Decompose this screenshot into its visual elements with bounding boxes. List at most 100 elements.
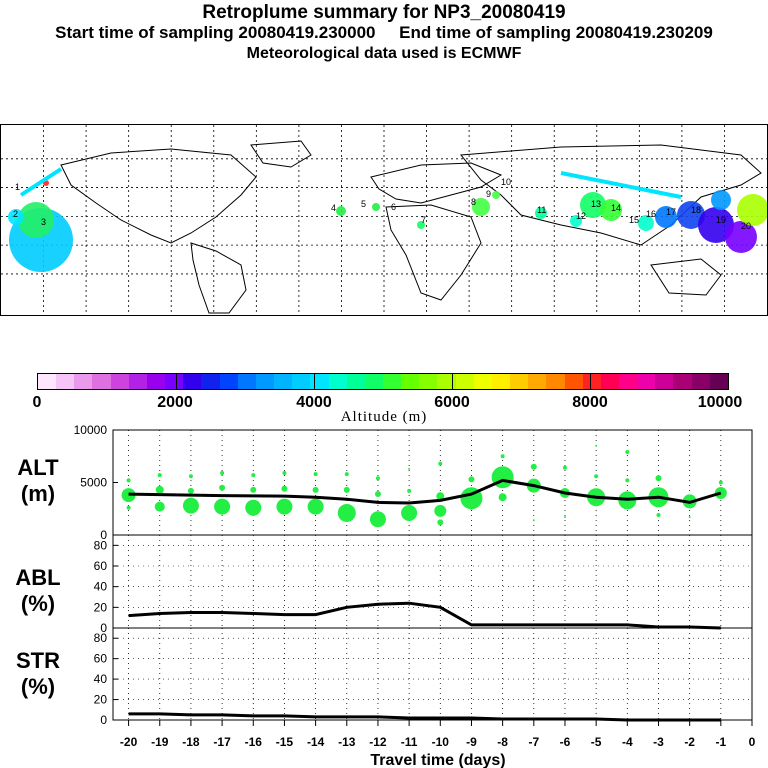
colorbar-tick-10000: 10000: [697, 394, 743, 411]
colorbar-swatch: [473, 374, 492, 389]
x-tick-label: -14: [307, 735, 325, 749]
y-tick-label: 5000: [80, 476, 107, 490]
altitude-point: [313, 472, 318, 477]
x-tick-label: -13: [338, 735, 356, 749]
altitude-point: [157, 473, 162, 478]
x-axis-label: Travel time (days): [370, 752, 505, 768]
y-tick-label: 0: [100, 713, 107, 727]
x-tick-label: -8: [497, 735, 508, 749]
alt-label-line1: ALT: [17, 455, 59, 480]
altitude-point: [187, 487, 194, 494]
altitude-point: [307, 498, 324, 515]
map-day-label: 16: [646, 209, 656, 219]
x-tick-label: -9: [466, 735, 477, 749]
altitude-point: [437, 519, 444, 526]
str-panel-label: STR (%): [3, 648, 73, 700]
colorbar-divider: [452, 374, 453, 389]
colorbar-tick-6000: 6000: [434, 394, 470, 411]
y-tick-label: 20: [94, 693, 108, 707]
altitude-point: [625, 478, 630, 483]
colorbar-swatch: [382, 374, 402, 389]
map-coastline: [370, 162, 503, 204]
altitude-point: [337, 503, 356, 522]
panel-frame: [112, 627, 753, 721]
altitude-point: [408, 467, 411, 470]
map-coastline: [250, 140, 312, 168]
world-map: 1 2 3 4 5 6 7 8 9 10 11 12 13 14 15 16 17 18 19 20: [0, 124, 768, 316]
colorbar-label: Altitude (m): [340, 409, 428, 425]
colorbar-swatch: [637, 374, 656, 389]
colorbar-swatch: [92, 374, 111, 389]
colorbar-swatch: [691, 374, 710, 389]
colorbar-swatch: [128, 374, 147, 389]
altitude-colorbar: [37, 373, 729, 390]
x-tick-label: -1: [715, 735, 726, 749]
altitude-point: [126, 478, 131, 483]
map-day-label: 3: [41, 217, 46, 227]
colorbar-divider: [590, 374, 591, 389]
x-tick-label: -12: [369, 735, 387, 749]
altitude-point: [469, 505, 474, 510]
plume-marker: [638, 215, 654, 231]
altitude-point: [625, 450, 630, 455]
plume-marker: [18, 202, 54, 238]
plume-marker: [655, 206, 677, 228]
map-day-label: 12: [576, 211, 586, 221]
x-tick-label: -5: [591, 735, 602, 749]
colorbar-swatch: [491, 374, 511, 389]
altitude-point: [343, 486, 350, 493]
altitude-point: [182, 497, 199, 514]
sampling-times: Start time of sampling 20080419.230000 E…: [55, 23, 713, 42]
colorbar-swatch: [709, 374, 728, 389]
colorbar-swatch: [364, 374, 383, 389]
altitude-point: [276, 498, 293, 515]
alt-label-line2: (m): [20, 481, 56, 506]
x-tick-label: -11: [401, 735, 418, 749]
colorbar-swatch: [165, 374, 184, 389]
colorbar-swatch: [201, 374, 220, 389]
altitude-point: [188, 474, 193, 479]
y-tick-label: 80: [94, 538, 108, 552]
colorbar-swatch: [655, 374, 674, 389]
x-tick-label: 0: [749, 735, 756, 749]
map-coastline: [60, 148, 257, 244]
plume-marker: [492, 191, 500, 199]
colorbar-swatch: [274, 374, 293, 389]
map-day-label: 17: [666, 207, 676, 217]
plume-marker: [600, 199, 622, 221]
y-tick-label: 40: [94, 580, 108, 594]
plume-marker: [737, 194, 767, 226]
colorbar-swatch: [546, 374, 565, 389]
abl-label-line2: (%): [20, 591, 56, 616]
colorbar-swatch: [600, 374, 619, 389]
series-line: [128, 712, 721, 722]
altitude-point: [282, 471, 287, 476]
map-coastline: [385, 204, 482, 301]
altitude-point: [245, 499, 262, 516]
colorbar-swatch: [619, 374, 638, 389]
colorbar-swatch: [510, 374, 529, 389]
colorbar-swatch: [564, 374, 583, 389]
map-day-label: 15: [629, 215, 639, 225]
map-day-label: 2: [13, 209, 18, 219]
y-tick-label: 20: [94, 600, 108, 614]
altitude-point: [595, 444, 598, 447]
altitude-point: [563, 516, 566, 519]
altitude-point: [344, 472, 349, 477]
plume-marker: [472, 198, 490, 216]
x-tick-label: -15: [276, 735, 294, 749]
abl-panel-label: ABL (%): [3, 565, 73, 617]
map-day-label: 6: [391, 202, 396, 212]
altitude-point: [718, 480, 723, 485]
series-line: [128, 478, 722, 505]
series-line: [128, 601, 721, 630]
plume-marker: [677, 201, 705, 229]
colorbar-swatch: [419, 374, 438, 389]
x-tick-label: -16: [245, 735, 263, 749]
altitude-point: [312, 486, 319, 493]
colorbar-swatch: [146, 374, 166, 389]
y-tick-label: 80: [94, 631, 108, 645]
map-day-label: 4: [331, 203, 336, 213]
